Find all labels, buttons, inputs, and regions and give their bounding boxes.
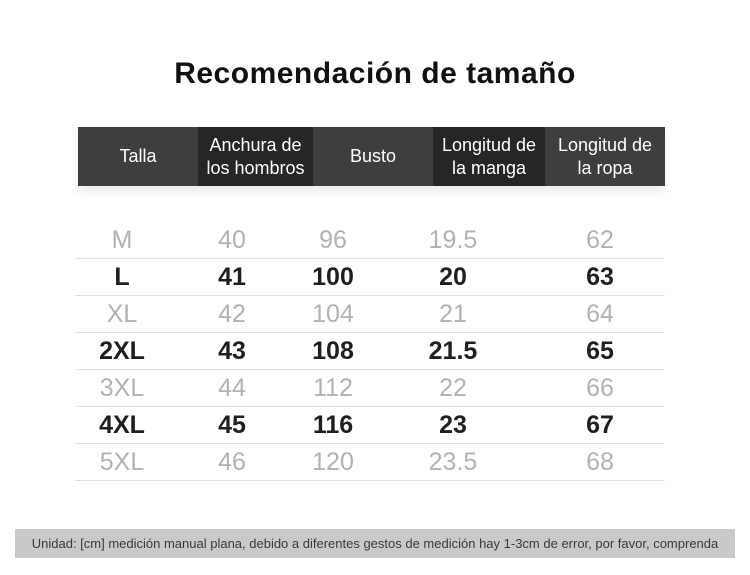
cell-talla: 4XL [75,406,169,444]
cell-anchura: 45 [169,406,295,444]
size-table-body: M 40 96 19.5 62 L 41 100 20 63 XL 42 104… [75,222,665,481]
cell-manga: 19.5 [371,222,535,259]
cell-anchura: 43 [169,332,295,370]
cell-anchura: 41 [169,258,295,296]
column-header-manga: Longitud de la manga [433,127,545,186]
cell-talla: M [75,222,169,259]
column-header-anchura: Anchura de los hombros [198,127,313,186]
table-row: 5XL 46 120 23.5 68 [75,443,665,481]
cell-manga: 21.5 [371,332,535,370]
cell-anchura: 46 [169,443,295,481]
size-rows: M 40 96 19.5 62 L 41 100 20 63 XL 42 104… [75,222,665,481]
cell-talla: 5XL [75,443,169,481]
cell-talla: XL [75,295,169,333]
column-header-talla: Talla [78,127,198,186]
cell-busto: 116 [295,406,371,444]
table-row: L 41 100 20 63 [75,258,665,296]
cell-anchura: 44 [169,369,295,407]
cell-ropa: 65 [535,332,665,370]
cell-ropa: 66 [535,369,665,407]
cell-talla: 3XL [75,369,169,407]
cell-ropa: 63 [535,258,665,296]
cell-manga: 22 [371,369,535,407]
cell-ropa: 64 [535,295,665,333]
cell-talla: L [75,258,169,296]
cell-busto: 108 [295,332,371,370]
table-row: 2XL 43 108 21.5 65 [75,332,665,370]
cell-busto: 112 [295,369,371,407]
unit-note-text: Unidad: [cm] medición manual plana, debi… [31,536,719,551]
cell-busto: 100 [295,258,371,296]
table-row: M 40 96 19.5 62 [75,222,665,259]
cell-ropa: 67 [535,406,665,444]
header-row: Talla Anchura de los hombros Busto Longi… [78,127,665,186]
cell-manga: 23 [371,406,535,444]
cell-talla: 2XL [75,332,169,370]
cell-manga: 20 [371,258,535,296]
column-header-ropa: Longitud de la ropa [545,127,665,186]
unit-note-bar: Unidad: [cm] medición manual plana, debi… [15,529,735,558]
cell-busto: 96 [295,222,371,259]
cell-anchura: 40 [169,222,295,259]
cell-manga: 23.5 [371,443,535,481]
cell-manga: 21 [371,295,535,333]
cell-ropa: 62 [535,222,665,259]
table-row: 3XL 44 112 22 66 [75,369,665,407]
table-row: 4XL 45 116 23 67 [75,406,665,444]
cell-busto: 120 [295,443,371,481]
column-header-busto: Busto [313,127,433,186]
page-title: Recomendación de tamaño [174,57,576,90]
size-table-header: Talla Anchura de los hombros Busto Longi… [78,127,665,186]
table-row: XL 42 104 21 64 [75,295,665,333]
cell-ropa: 68 [535,443,665,481]
cell-anchura: 42 [169,295,295,333]
cell-busto: 104 [295,295,371,333]
